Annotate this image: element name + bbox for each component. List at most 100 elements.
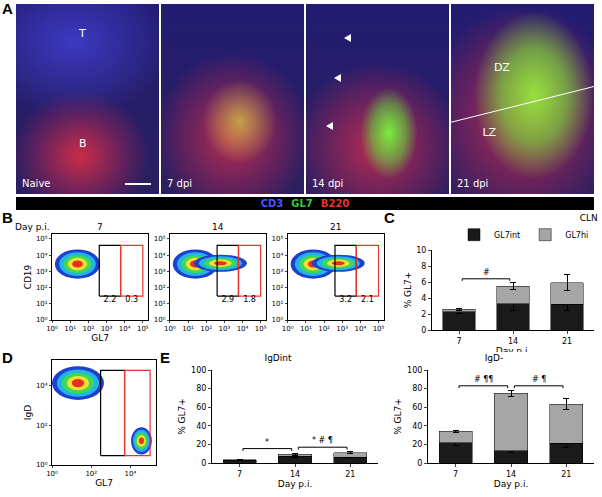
svg-text:10⁰: 10⁰: [46, 470, 58, 478]
svg-text:Day p.i.: Day p.i.: [494, 479, 529, 489]
svg-text:10²: 10²: [272, 284, 284, 292]
svg-text:Day p.i.: Day p.i.: [278, 479, 313, 489]
svg-text:10¹: 10¹: [300, 325, 312, 333]
svg-text:10¹: 10¹: [64, 325, 76, 333]
svg-text:# ¶¶: # ¶¶: [474, 375, 493, 384]
svg-text:2.1: 2.1: [361, 295, 374, 304]
html-text:LZ: LZ: [482, 125, 497, 139]
svg-text:10⁰: 10⁰: [154, 316, 166, 324]
svg-text:10³: 10³: [272, 268, 284, 276]
svg-text:60: 60: [412, 403, 422, 412]
svg-text:10³: 10³: [218, 325, 230, 333]
svg-text:100: 100: [191, 366, 206, 375]
svg-text:% GL7+: % GL7+: [393, 398, 403, 435]
svg-text:0.3: 0.3: [125, 295, 138, 304]
svg-text:IgDint: IgDint: [264, 353, 292, 363]
svg-text:14: 14: [506, 470, 516, 479]
svg-text:10⁰: 10⁰: [36, 461, 48, 469]
svg-text:8: 8: [421, 262, 426, 271]
svg-text:4: 4: [421, 294, 426, 303]
svg-text:10⁵: 10⁵: [154, 235, 166, 243]
svg-text:10¹: 10¹: [154, 300, 166, 308]
svg-text:80: 80: [196, 384, 206, 393]
svg-text:1.8: 1.8: [243, 295, 256, 304]
svg-text:10²: 10²: [36, 422, 48, 430]
svg-text:10⁴: 10⁴: [272, 252, 284, 260]
svg-text:10²: 10²: [82, 325, 94, 333]
svg-text:21: 21: [330, 222, 341, 232]
svg-text:Day p.i.: Day p.i.: [496, 346, 531, 356]
svg-text:10⁴: 10⁴: [119, 325, 131, 333]
svg-text:GL7: GL7: [91, 333, 109, 343]
svg-text:7: 7: [453, 470, 458, 479]
svg-text:60: 60: [196, 403, 206, 412]
svg-text:10²: 10²: [85, 470, 97, 478]
svg-text:40: 40: [196, 422, 206, 431]
svg-text:10⁰: 10⁰: [164, 325, 176, 333]
svg-text:10⁰: 10⁰: [272, 316, 284, 324]
svg-text:10⁴: 10⁴: [154, 252, 166, 260]
svg-text:7: 7: [97, 222, 103, 232]
svg-text:10⁵: 10⁵: [137, 325, 149, 333]
svg-text:# ¶: # ¶: [532, 375, 546, 384]
svg-text:21: 21: [562, 337, 572, 346]
svg-text:2.2: 2.2: [104, 295, 117, 304]
svg-text:10⁴: 10⁴: [125, 470, 137, 478]
svg-text:10¹: 10¹: [36, 300, 48, 308]
svg-text:10²: 10²: [36, 284, 48, 292]
svg-text:21: 21: [345, 470, 355, 479]
svg-text:10²: 10²: [318, 325, 330, 333]
svg-text:IgD: IgD: [23, 405, 33, 420]
svg-text:10⁴: 10⁴: [36, 252, 48, 260]
svg-text:10³: 10³: [154, 268, 166, 276]
svg-text:10⁴: 10⁴: [237, 325, 249, 333]
svg-text:20: 20: [412, 440, 422, 449]
svg-text:10²: 10²: [200, 325, 212, 333]
svg-text:0: 0: [421, 326, 426, 335]
svg-text:100: 100: [407, 366, 422, 375]
svg-text:0: 0: [417, 459, 422, 468]
svg-text:14: 14: [508, 337, 518, 346]
svg-text:GL7: GL7: [95, 478, 113, 488]
svg-text:10¹: 10¹: [182, 325, 194, 333]
svg-text:10⁰: 10⁰: [36, 316, 48, 324]
svg-text:CD19: CD19: [23, 264, 33, 289]
svg-text:10⁴: 10⁴: [355, 325, 367, 333]
svg-text:0: 0: [201, 459, 206, 468]
svg-text:10⁵: 10⁵: [373, 325, 385, 333]
svg-text:6: 6: [421, 278, 426, 287]
svg-text:10⁵: 10⁵: [255, 325, 267, 333]
svg-text:3.2: 3.2: [339, 295, 352, 304]
svg-text:20: 20: [196, 440, 206, 449]
svg-text:10³: 10³: [101, 325, 113, 333]
svg-text:10²: 10²: [154, 284, 166, 292]
svg-text:2.9: 2.9: [221, 295, 234, 304]
svg-text:% GL7+: % GL7+: [403, 272, 413, 309]
svg-text:10⁰: 10⁰: [282, 325, 294, 333]
svg-text:Day p.i.: Day p.i.: [15, 222, 50, 232]
svg-text:* # ¶: * # ¶: [312, 436, 333, 445]
svg-text:7: 7: [456, 337, 461, 346]
svg-text:10¹: 10¹: [272, 300, 284, 308]
svg-text:80: 80: [412, 384, 422, 393]
svg-text:10: 10: [416, 246, 426, 255]
svg-text:2: 2: [421, 310, 426, 319]
svg-text:21: 21: [561, 470, 571, 479]
svg-text:#: #: [483, 268, 490, 277]
svg-text:14: 14: [290, 470, 300, 479]
svg-text:10⁵: 10⁵: [36, 235, 48, 243]
svg-text:14: 14: [212, 222, 224, 232]
svg-text:CLN: CLN: [580, 213, 598, 223]
svg-text:*: *: [265, 438, 269, 447]
svg-text:10⁴: 10⁴: [36, 382, 48, 390]
svg-text:GL7int: GL7int: [494, 231, 520, 240]
svg-text:IgD-: IgD-: [485, 353, 504, 363]
svg-text:10⁰: 10⁰: [46, 325, 58, 333]
svg-text:40: 40: [412, 422, 422, 431]
svg-text:10³: 10³: [336, 325, 348, 333]
svg-text:% GL7+: % GL7+: [177, 398, 187, 435]
svg-text:10³: 10³: [36, 268, 48, 276]
svg-text:10⁵: 10⁵: [272, 235, 284, 243]
svg-text:7: 7: [237, 470, 242, 479]
svg-text:GL7hi: GL7hi: [565, 231, 588, 240]
